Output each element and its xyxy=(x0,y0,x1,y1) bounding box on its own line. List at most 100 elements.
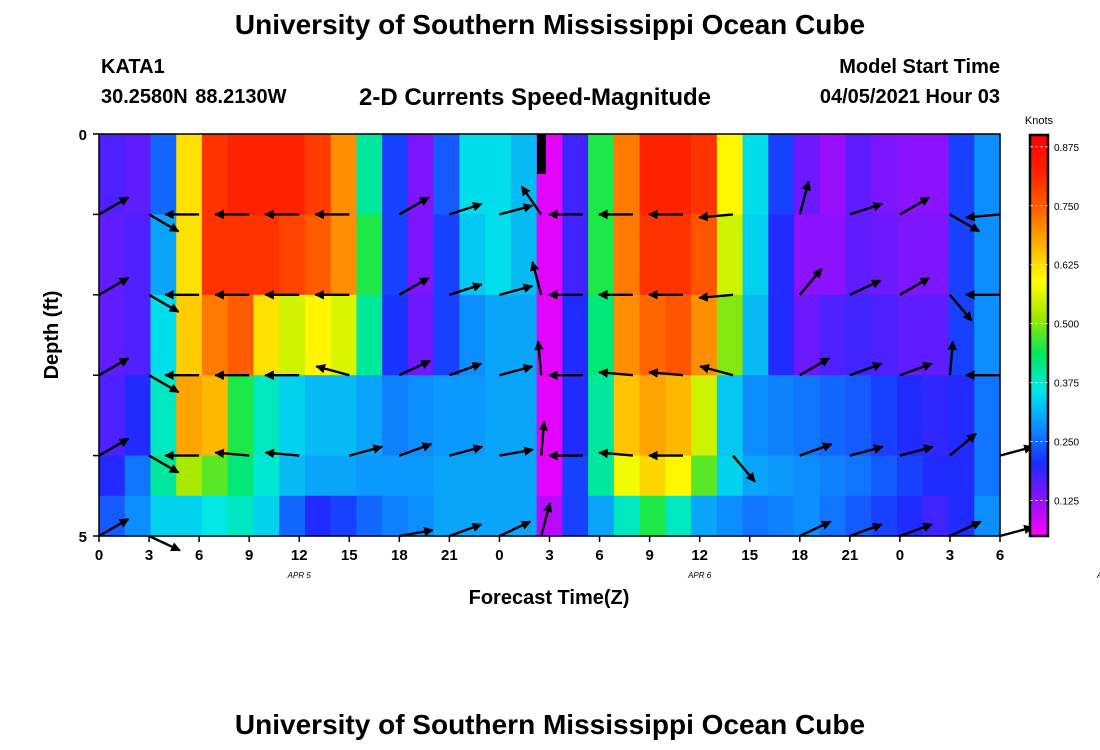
heatmap-cell xyxy=(176,134,203,215)
heatmap-cell xyxy=(304,455,332,497)
heatmap-cell xyxy=(510,294,538,376)
colorbar-unit: Knots xyxy=(1025,115,1054,127)
heatmap-cell xyxy=(613,294,641,376)
date-label: APR 6 xyxy=(687,571,712,580)
heatmap-cell xyxy=(330,294,358,376)
current-vector-arrow xyxy=(849,279,882,296)
heatmap-cell xyxy=(716,294,744,376)
heatmap-cell xyxy=(485,134,512,215)
current-vector-arrow xyxy=(899,522,933,538)
y-tick-label: 5 xyxy=(79,529,87,546)
current-vector-arrow xyxy=(949,520,982,538)
heatmap-cell xyxy=(871,495,898,537)
heatmap-cell xyxy=(176,294,203,376)
heatmap-cell xyxy=(227,375,255,457)
x-tick-label: 0 xyxy=(495,547,503,564)
heatmap-cell xyxy=(356,375,383,457)
current-vector-arrow xyxy=(98,276,130,296)
heatmap-cell xyxy=(897,455,924,497)
heatmap-cell xyxy=(768,495,795,537)
heatmap-cell xyxy=(562,134,589,215)
heatmap-cell xyxy=(227,294,255,376)
current-vector-arrow xyxy=(540,502,553,537)
heatmap-cell xyxy=(974,495,1001,537)
model-start-label: Model Start Time xyxy=(839,56,1000,78)
heatmap-cell xyxy=(613,455,641,497)
colorbar-tick-label: 0.375 xyxy=(1054,379,1079,390)
heatmap-cell xyxy=(253,214,280,296)
heatmap-cell xyxy=(768,375,795,457)
heatmap-cell xyxy=(407,294,435,376)
heatmap-cell xyxy=(433,134,460,215)
heatmap-cell xyxy=(279,134,306,215)
heatmap-cell xyxy=(948,134,975,215)
heatmap-cell xyxy=(974,455,1001,497)
heatmap-cell xyxy=(742,134,769,215)
heatmap-cell xyxy=(742,455,769,497)
current-vector-arrow xyxy=(499,203,534,216)
current-vector-arrow xyxy=(148,374,180,394)
heatmap-cell xyxy=(691,375,718,457)
current-vector-arrow xyxy=(899,444,934,457)
current-vector-arrow xyxy=(315,363,350,377)
x-tick-label: 18 xyxy=(391,547,408,564)
heatmap-cell xyxy=(510,455,538,497)
x-tick-label: 9 xyxy=(645,547,653,564)
heatmap-cell xyxy=(150,214,177,296)
heatmap-cell xyxy=(433,294,460,376)
heatmap-cell xyxy=(227,214,255,296)
main-title: University of Southern Mississippi Ocean… xyxy=(234,9,866,40)
axes: 0 3 6 9 12 15 18 21 0 3 6 9 12 15 18 21 0 3 6 APR 5 APR 6 APR… xyxy=(79,127,1100,580)
heatmap-cell xyxy=(382,495,409,537)
heatmap-cell xyxy=(227,495,255,537)
current-vector-arrow xyxy=(534,340,544,376)
surface-marker xyxy=(537,134,546,174)
current-vector-arrow xyxy=(899,196,931,216)
current-vector-arrow xyxy=(798,180,811,215)
heatmap-cell xyxy=(201,294,229,376)
heatmap-cell xyxy=(304,495,332,537)
heatmap-cell xyxy=(871,294,898,376)
heatmap-cell xyxy=(639,214,666,296)
heatmap-cell xyxy=(819,455,847,497)
current-vector-arrow xyxy=(799,442,833,457)
x-tick-label: 15 xyxy=(741,547,758,564)
current-vector-arrow xyxy=(849,201,884,216)
heatmap-cell xyxy=(742,495,769,537)
heatmap-cell xyxy=(768,134,795,215)
current-vector-arrow xyxy=(648,368,684,378)
heatmap-cell xyxy=(922,455,950,497)
heatmap-cell xyxy=(124,294,152,376)
heatmap-cell xyxy=(716,214,744,296)
current-vector-arrow xyxy=(448,362,483,377)
current-vector-arrow xyxy=(498,520,532,538)
heatmap-cell xyxy=(227,134,255,215)
current-vector-arrow xyxy=(148,293,180,313)
heatmap-cell xyxy=(794,455,821,497)
heatmap-cell xyxy=(510,214,538,296)
heatmap-cell xyxy=(819,214,847,296)
heatmap-cell xyxy=(562,455,589,497)
current-vector-arrow xyxy=(965,211,1001,222)
heatmap-cell xyxy=(922,495,950,537)
current-vector-arrow xyxy=(948,294,973,322)
x-tick-label: 21 xyxy=(441,547,458,564)
heatmap-cell xyxy=(253,495,280,537)
heatmap-cell xyxy=(665,214,692,296)
heatmap-cell xyxy=(588,375,615,457)
current-vector-arrow xyxy=(899,362,933,377)
heatmap-cell xyxy=(536,375,563,457)
x-tick-label: 3 xyxy=(946,547,954,564)
heatmap-cell xyxy=(588,134,615,215)
heatmap-cell xyxy=(330,455,358,497)
heatmap-cell xyxy=(227,455,255,497)
current-vector-arrow xyxy=(499,446,534,457)
current-vector-arrow xyxy=(698,211,734,222)
heatmap-cell xyxy=(330,214,358,296)
heatmap-cell xyxy=(794,495,821,537)
current-vector-arrow xyxy=(947,340,957,376)
heatmap-cell xyxy=(716,495,744,537)
heatmap-cell xyxy=(897,375,924,457)
current-vector-arrow xyxy=(732,454,756,483)
heatmap-cell xyxy=(253,294,280,376)
